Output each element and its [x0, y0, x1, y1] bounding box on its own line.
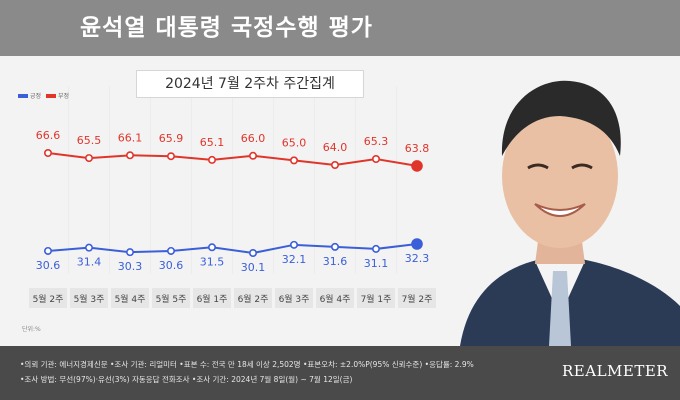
unit-label: 단위:% — [22, 326, 41, 333]
president-portrait-image — [440, 56, 680, 346]
legend-label-positive: 긍정 — [30, 93, 42, 100]
negative-data-label: 65.1 — [200, 136, 225, 149]
positive-data-point — [330, 242, 339, 251]
x-tick: 5월 3주 — [70, 288, 108, 308]
x-tick: 6월 3주 — [275, 288, 313, 308]
negative-data-label: 66.0 — [241, 132, 266, 145]
negative-series-line — [47, 152, 418, 167]
x-tick-label: 6월 3주 — [279, 293, 310, 305]
footer-bar — [0, 346, 680, 400]
x-tick: 7월 1주 — [357, 288, 395, 308]
negative-data-point — [330, 161, 339, 170]
negative-data-label: 63.8 — [405, 142, 430, 155]
positive-data-point — [167, 246, 176, 255]
positive-data-label: 31.1 — [364, 257, 389, 270]
positive-data-label: 30.3 — [118, 260, 143, 273]
x-tick: 5월 2주 — [29, 288, 67, 308]
x-tick-label: 7월 1주 — [361, 293, 392, 305]
positive-data-point — [85, 243, 94, 252]
legend-swatch-negative — [45, 93, 56, 98]
negative-data-point — [289, 156, 298, 165]
positive-data-label: 30.6 — [159, 259, 184, 272]
legend-label-negative: 부정 — [57, 93, 70, 100]
positive-data-point — [289, 240, 298, 249]
positive-series-line — [47, 243, 418, 255]
negative-data-label: 65.9 — [159, 132, 184, 145]
realmeter-logo: REALMETER — [562, 362, 669, 380]
positive-data-point — [249, 249, 258, 258]
header-bar: 윤석열 대통령 국정수행 평가 — [0, 0, 680, 56]
positive-data-label: 30.6 — [36, 259, 61, 272]
negative-data-point — [126, 151, 135, 160]
x-tick-label: 6월 4주 — [320, 293, 351, 305]
positive-data-point — [43, 246, 52, 255]
positive-data-label: 31.4 — [77, 256, 102, 269]
positive-data-label: 32.1 — [282, 253, 307, 266]
x-tick-label: 5월 2주 — [33, 293, 64, 305]
negative-data-label: 65.3 — [364, 135, 389, 148]
negative-data-label: 65.5 — [77, 134, 102, 147]
x-tick-label: 6월 1주 — [197, 293, 228, 305]
x-tick-label: 6월 2주 — [238, 293, 269, 305]
positive-data-label: 31.6 — [323, 255, 348, 268]
negative-data-point — [411, 160, 423, 172]
negative-data-point — [208, 155, 217, 164]
survey-note-line-2: •조사 방법: 무선(97%)·유선(3%) 자동응답 전화조사 •조사 기간:… — [20, 375, 353, 384]
legend-swatch-positive — [18, 93, 28, 98]
positive-data-point — [411, 238, 423, 250]
line-chart: 5월 2주 5월 3주 5월 4주 5월 5주 6월 1주 6월 2주 6월 3주 6월 4주… — [29, 86, 436, 308]
x-tick: 6월 2주 — [234, 288, 272, 308]
x-tick: 5월 5주 — [152, 288, 190, 308]
x-tick-label: 5월 5주 — [156, 293, 187, 305]
negative-data-point — [371, 155, 380, 164]
negative-data-point — [85, 154, 94, 163]
chart-subtitle: 2024년 7월 2주차 주간집계 — [136, 70, 364, 98]
survey-notes: •의뢰 기관: 에너지경제신문 •조사 기관: 리얼미터 •표본 수: 전국 만… — [20, 357, 474, 387]
x-tick: 6월 1주 — [193, 288, 231, 308]
positive-data-point — [371, 244, 380, 253]
x-tick: 6월 4주 — [316, 288, 354, 308]
negative-data-label: 65.0 — [282, 136, 307, 149]
x-tick-label: 5월 3주 — [74, 293, 105, 305]
negative-data-label: 66.6 — [36, 129, 61, 142]
page-title: 윤석열 대통령 국정수행 평가 — [80, 15, 373, 41]
negative-data-point — [43, 149, 52, 158]
legend: 긍정 부정 — [18, 91, 72, 100]
x-tick-label: 5월 4주 — [115, 293, 146, 305]
x-tick-label: 7월 2주 — [402, 293, 433, 305]
positive-data-label: 32.3 — [405, 252, 430, 265]
x-tick: 7월 2주 — [398, 288, 436, 308]
positive-data-point — [126, 248, 135, 257]
positive-data-label: 30.1 — [241, 261, 266, 274]
positive-data-label: 31.5 — [200, 255, 225, 268]
negative-data-point — [167, 152, 176, 161]
positive-data-point — [208, 243, 217, 252]
negative-data-label: 66.1 — [118, 131, 143, 144]
negative-data-point — [249, 151, 258, 160]
survey-note-line-1: •의뢰 기관: 에너지경제신문 •조사 기관: 리얼미터 •표본 수: 전국 만… — [20, 360, 474, 369]
x-tick: 5월 4주 — [111, 288, 149, 308]
negative-data-label: 64.0 — [323, 141, 348, 154]
